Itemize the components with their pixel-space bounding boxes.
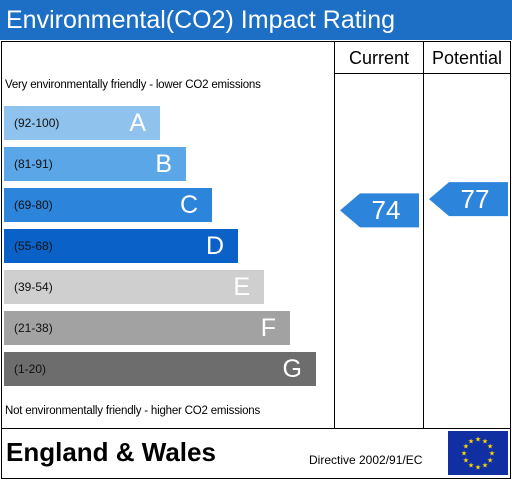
- header-divider: [334, 73, 510, 74]
- band-letter: G: [282, 355, 302, 383]
- directive-label: Directive 2002/91/EC: [309, 453, 423, 467]
- top-note: Very environmentally friendly - lower CO…: [5, 79, 261, 91]
- band-letter: F: [260, 314, 276, 342]
- band-letter: C: [179, 191, 198, 219]
- band-g: (1-20) G: [4, 352, 316, 386]
- bottom-note: Not environmentally friendly - higher CO…: [5, 405, 261, 417]
- flag-star: ★: [463, 443, 469, 451]
- flag-star: ★: [482, 462, 488, 470]
- potential-column-header: Potential: [431, 48, 503, 68]
- flag-star: ★: [475, 436, 481, 444]
- flag-star: ★: [487, 443, 493, 451]
- band-letter: A: [129, 109, 146, 137]
- current-rating-arrow: [340, 193, 419, 228]
- current-rating-value: 74: [371, 195, 401, 226]
- band-range-label: (69-80): [14, 198, 53, 212]
- band-letter: E: [233, 273, 250, 301]
- band-range-label: (1-20): [14, 362, 47, 376]
- flag-star: ★: [487, 457, 493, 465]
- chart-frame: [1, 41, 511, 479]
- band-range-label: (39-54): [14, 280, 53, 294]
- potential-column-divider: [423, 41, 424, 428]
- flag-star: ★: [468, 462, 474, 470]
- flag-star: ★: [475, 464, 481, 472]
- region-label: England & Wales: [6, 437, 216, 467]
- band-b: (81-91) B: [4, 147, 186, 181]
- potential-rating-arrow: [429, 182, 508, 217]
- band-letter: D: [205, 232, 224, 260]
- flag-star: ★: [489, 450, 495, 458]
- band-f: (21-38) F: [4, 311, 290, 345]
- eu-flag-icon: ★ ★ ★ ★ ★ ★ ★ ★ ★ ★ ★ ★: [448, 431, 508, 475]
- band-d: (55-68) D: [4, 229, 238, 263]
- band-letter: B: [155, 150, 172, 178]
- band-range-label: (81-91): [14, 157, 53, 171]
- band-range-label: (92-100): [14, 116, 60, 130]
- band-e: (39-54) E: [4, 270, 264, 304]
- band-range-label: (55-68): [14, 239, 53, 253]
- band-c: (69-80) C: [4, 188, 212, 222]
- flag-star: ★: [461, 450, 467, 458]
- footer-divider: [1, 428, 511, 429]
- flag-star: ★: [463, 457, 469, 465]
- current-column-header: Current: [348, 48, 410, 68]
- potential-rating-value: 77: [460, 184, 490, 215]
- title-bar: Environmental(CO2) Impact Rating: [0, 0, 512, 40]
- flag-star: ★: [482, 437, 488, 445]
- band-a: (92-100) A: [4, 106, 160, 140]
- flag-star: ★: [468, 437, 474, 445]
- band-range-label: (21-38): [14, 321, 53, 335]
- chart-title: Environmental(CO2) Impact Rating: [6, 6, 396, 34]
- current-column-divider: [334, 41, 335, 428]
